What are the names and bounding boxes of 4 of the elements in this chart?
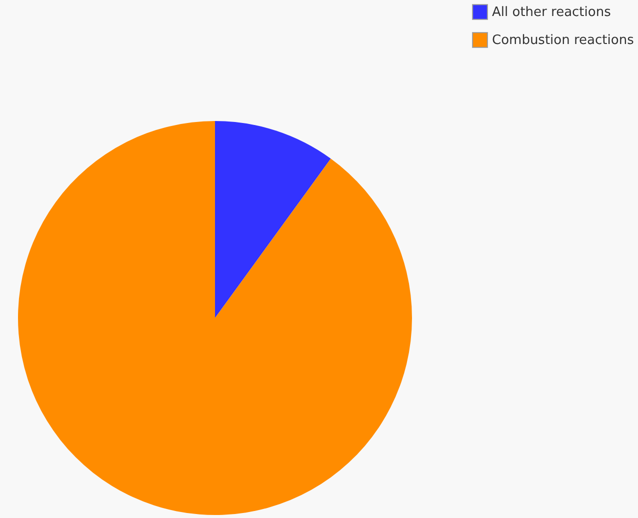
pie-slice — [18, 121, 412, 515]
legend-label: Combustion reactions — [492, 33, 634, 48]
legend-label: All other reactions — [492, 5, 612, 20]
pie-slice — [215, 121, 331, 318]
